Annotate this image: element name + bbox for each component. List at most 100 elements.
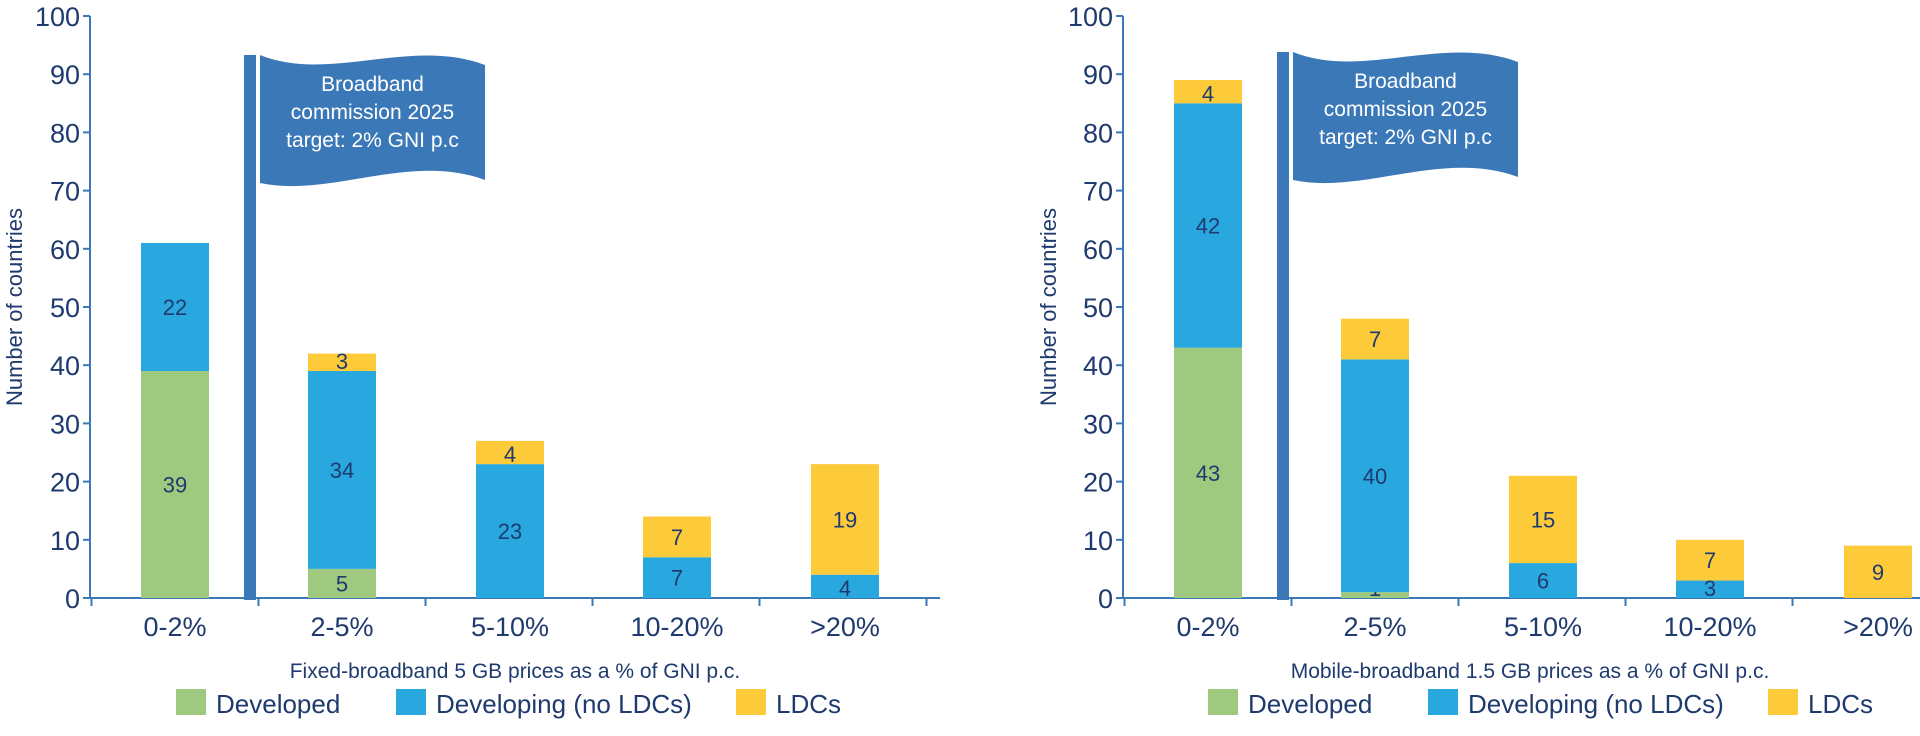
bar-segment [308, 353, 376, 372]
data-label: 4 [1202, 81, 1214, 106]
y-tick-label: 10 [1083, 526, 1113, 556]
bar-segment [1174, 347, 1242, 598]
y-tick-label: 70 [50, 177, 80, 207]
bar-segment [1174, 80, 1242, 104]
x-tick-label: 0-2% [1176, 612, 1239, 642]
data-label: 7 [671, 525, 683, 550]
data-label: 40 [1363, 464, 1387, 489]
bar-segment [141, 371, 209, 598]
y-tick-label: 60 [50, 235, 80, 265]
flag-annotation-text: Broadband [1354, 70, 1457, 93]
data-label: 34 [330, 458, 354, 483]
bar-segment [308, 371, 376, 569]
x-tick-label: 2-5% [1343, 612, 1406, 642]
bar-segment [1844, 545, 1912, 598]
y-tick-label: 80 [1083, 118, 1113, 148]
y-tick-label: 80 [50, 118, 80, 148]
data-label: 3 [1704, 576, 1716, 601]
data-label: 19 [833, 507, 857, 532]
x-tick-label: >20% [810, 612, 880, 642]
bar-segment [1341, 592, 1409, 598]
flag-annotation-text: target: 2% GNI p.c [1319, 126, 1492, 149]
legend-swatch [396, 689, 426, 715]
x-tick-label: 10-20% [630, 612, 723, 642]
chart-fixed-broadband: 0 10 20 30 40 50 60 70 80 90 100 39 22 0-2% 5 34 3 2-5% 23… [2, 2, 940, 719]
data-label: 7 [1369, 327, 1381, 352]
bar-segment [141, 242, 209, 372]
bar-segment [1341, 359, 1409, 593]
bar-segment [643, 557, 711, 598]
legend-swatch [736, 689, 766, 715]
bar-segment [1509, 563, 1577, 598]
bar-segment [1174, 103, 1242, 348]
x-axis-label: Fixed-broadband 5 GB prices as a % of GN… [290, 660, 741, 683]
flag-pole [244, 55, 256, 600]
legend-swatch [1208, 689, 1238, 715]
legend-label: Developed [1248, 689, 1372, 719]
data-label: 39 [163, 473, 187, 498]
x-tick-label: 10-20% [1663, 612, 1756, 642]
y-tick-label: 10 [50, 526, 80, 556]
flag-pole [1277, 52, 1289, 600]
x-tick-label: 5-10% [1504, 612, 1582, 642]
y-tick-label: 50 [50, 293, 80, 323]
y-tick-label: 70 [1083, 177, 1113, 207]
bar-segment [643, 516, 711, 558]
x-tick-label: 5-10% [471, 612, 549, 642]
y-tick-label: 90 [50, 60, 80, 90]
y-tick-label: 30 [1083, 409, 1113, 439]
data-label: 43 [1196, 461, 1220, 486]
legend-swatch [1428, 689, 1458, 715]
y-tick-label: 0 [65, 584, 80, 614]
data-label: 9 [1872, 560, 1884, 585]
bar-segment [1676, 539, 1744, 581]
flag-banner [260, 55, 485, 187]
y-tick-label: 90 [1083, 60, 1113, 90]
y-tick-label: 100 [35, 2, 80, 32]
y-tick-label: 50 [1083, 293, 1113, 323]
flag-annotation-text: commission 2025 [291, 101, 454, 124]
data-label: 6 [1537, 569, 1549, 594]
data-label: 42 [1196, 214, 1220, 239]
data-label: 4 [504, 442, 516, 467]
y-tick-label: 40 [50, 351, 80, 381]
x-tick-label: 0-2% [143, 612, 206, 642]
legend-swatch [176, 689, 206, 715]
y-axis-label: Number of countries [1036, 208, 1061, 406]
bar-segment [811, 574, 879, 598]
y-tick-label: 0 [1098, 584, 1113, 614]
data-label: 23 [498, 519, 522, 544]
x-tick-label: >20% [1843, 612, 1913, 642]
data-label: 22 [163, 295, 187, 320]
bar-segment [476, 440, 544, 465]
data-label: 7 [1704, 548, 1716, 573]
flag-annotation-text: commission 2025 [1324, 98, 1487, 121]
legend-swatch [1768, 689, 1798, 715]
bar-segment [476, 464, 544, 598]
bar-segment [1341, 318, 1409, 360]
data-label: 5 [336, 571, 348, 596]
legend-label: LDCs [776, 689, 841, 719]
bar-segment [308, 568, 376, 598]
data-label: 15 [1531, 507, 1555, 532]
data-label: 7 [671, 566, 683, 591]
y-tick-label: 30 [50, 409, 80, 439]
x-tick-label: 2-5% [310, 612, 373, 642]
x-axis-label: Mobile-broadband 1.5 GB prices as a % of… [1291, 660, 1770, 683]
legend-label: Developed [216, 689, 340, 719]
legend-label: Developing (no LDCs) [1468, 689, 1724, 719]
bar-segment [811, 464, 879, 575]
y-tick-label: 20 [1083, 468, 1113, 498]
y-tick-label: 40 [1083, 351, 1113, 381]
y-axis-label: Number of countries [2, 208, 27, 406]
data-label: 4 [839, 576, 851, 601]
y-tick-label: 100 [1068, 2, 1113, 32]
legend-label: LDCs [1808, 689, 1873, 719]
data-label: 3 [336, 349, 348, 374]
bar-segment [1676, 580, 1744, 598]
flag-annotation-text: Broadband [321, 73, 424, 96]
y-tick-label: 60 [1083, 235, 1113, 265]
bar-segment [1509, 475, 1577, 564]
flag-banner [1293, 52, 1518, 184]
